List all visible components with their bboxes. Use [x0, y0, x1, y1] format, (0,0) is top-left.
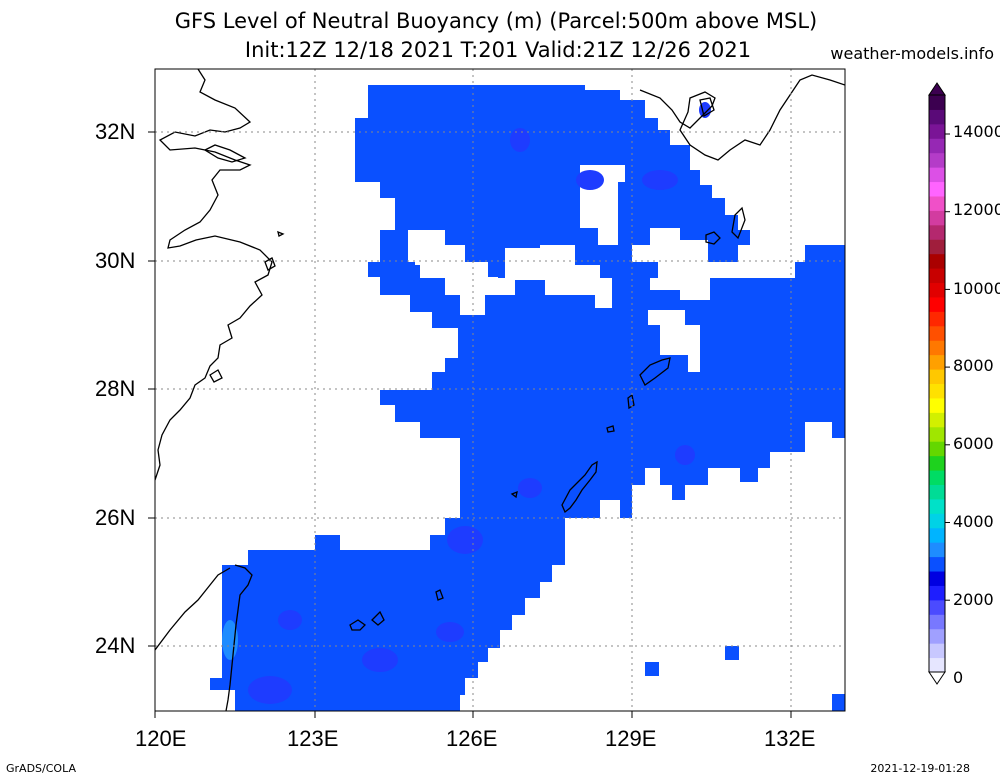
brand-label: weather-models.info	[830, 44, 994, 63]
colorbar-segment	[929, 152, 945, 168]
colorbar-label-8000: 8000	[953, 356, 994, 375]
colorbar-label-10000: 10000	[953, 279, 1000, 298]
colorbar-segment	[929, 426, 945, 442]
colorbar-segment	[929, 470, 945, 485]
lat-label-26n: 26N	[95, 505, 136, 530]
footer-timestamp: 2021-12-19-01:28	[870, 762, 970, 775]
colorbar-segment	[929, 210, 945, 226]
lnb-region-north	[355, 85, 750, 278]
colorbar	[928, 82, 950, 685]
colorbar-label-2000: 2000	[953, 590, 994, 609]
colorbar-segment	[929, 296, 945, 312]
colorbar-segment	[929, 484, 945, 500]
lon-label-123e: 123E	[287, 726, 339, 751]
colorbar-segment	[929, 195, 945, 211]
colorbar-segment	[929, 455, 945, 471]
colorbar-segment	[929, 614, 945, 630]
colorbar-segment	[929, 397, 945, 413]
colorbar-segment	[929, 585, 945, 601]
colorbar-segment	[929, 657, 945, 673]
lon-label-132e: 132E	[764, 726, 816, 751]
lon-label-129e: 129E	[605, 726, 657, 751]
colorbar-segment	[929, 340, 945, 356]
lat-label-30n: 30N	[95, 248, 136, 273]
colorbar-segment	[929, 383, 945, 399]
taiwan-coast	[225, 564, 253, 711]
colorbar-segment	[929, 253, 945, 269]
colorbar-segment	[929, 354, 945, 370]
amami-island	[639, 357, 671, 386]
colorbar-segment	[929, 167, 945, 183]
colorbar-segment	[929, 441, 945, 457]
colorbar-segment	[929, 268, 945, 284]
okinawa-island	[561, 460, 598, 514]
map-frame	[154, 68, 846, 712]
colorbar-segment	[929, 224, 945, 240]
colorbar-max-arrow	[928, 82, 946, 96]
cell-1	[645, 662, 659, 676]
dark-patches	[248, 102, 711, 704]
gap-2	[648, 310, 700, 372]
colorbar-segment	[929, 123, 945, 139]
colorbar-segment	[929, 542, 945, 558]
gap-5	[805, 422, 832, 438]
map-title: GFS Level of Neutral Buoyancy (m) (Parce…	[174, 9, 818, 33]
map-subtitle: Init:12Z 12/18 2021 T:201 Valid:21Z 12/2…	[244, 38, 752, 62]
grid	[155, 69, 845, 711]
footer-software: GrADS/COLA	[6, 762, 76, 775]
gap-4	[415, 240, 445, 265]
colorbar-segment	[929, 556, 945, 572]
china-coast	[155, 69, 273, 481]
cell-4	[368, 262, 380, 277]
colorbar-label-14000: 14000	[953, 122, 1000, 141]
colorbar-segment	[929, 325, 945, 341]
colorbar-segment	[929, 571, 945, 586]
colorbar-segment	[929, 138, 945, 154]
colorbar-segment	[929, 311, 945, 327]
colorbar-segment	[929, 643, 945, 659]
colorbar-segment	[929, 498, 945, 514]
colorbar-segment	[929, 239, 945, 255]
lat-label-32n: 32N	[95, 119, 136, 144]
colorbar-segment	[929, 369, 945, 384]
colorbar-segment	[929, 109, 945, 125]
lat-label-28n: 28N	[95, 376, 136, 401]
colorbar-label-0: 0	[953, 668, 964, 687]
lat-label-24n: 24N	[95, 633, 136, 658]
colorbar-segment	[929, 282, 945, 298]
cell-3	[832, 694, 845, 711]
ticks	[148, 131, 792, 718]
lnb-region-central	[210, 245, 845, 711]
colorbar-segment	[929, 527, 945, 543]
colorbar-label-6000: 6000	[953, 434, 994, 453]
lon-label-126e: 126E	[446, 726, 498, 751]
colorbar-segment	[929, 181, 945, 197]
lnb-field	[210, 85, 845, 711]
kyushu-coast	[639, 74, 845, 161]
colorbar-segment	[929, 95, 945, 110]
colorbar-label-12000: 12000	[953, 200, 1000, 219]
colorbar-segment	[929, 599, 945, 615]
colorbar-segment	[929, 513, 945, 529]
colorbar-label-4000: 4000	[953, 512, 994, 531]
colorbar-segment	[929, 628, 945, 644]
cell-2	[725, 646, 739, 660]
cell-5	[488, 262, 500, 277]
colorbar-min-arrow	[928, 671, 946, 685]
lon-label-120e: 120E	[135, 726, 187, 751]
colorbar-frame	[928, 94, 946, 673]
gap-3	[505, 248, 540, 278]
colorbar-segment	[929, 412, 945, 428]
